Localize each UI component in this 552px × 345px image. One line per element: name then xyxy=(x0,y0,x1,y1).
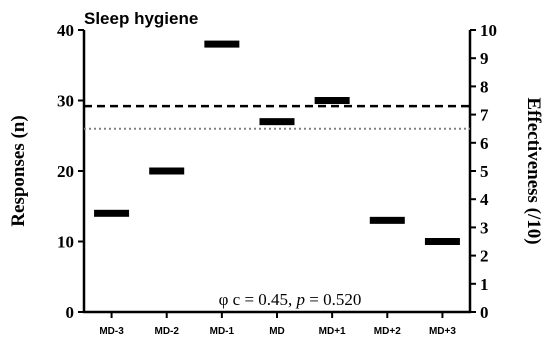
y2-tick-label: 3 xyxy=(480,218,489,237)
stat-annotation: φ c = 0.45, p = 0.520 xyxy=(219,290,362,309)
y2-tick-label: 5 xyxy=(480,162,489,181)
x-tick-label: MD xyxy=(269,326,285,337)
y2-tick-label: 7 xyxy=(480,106,489,125)
chart-title: Sleep hygiene xyxy=(84,9,198,28)
y2-tick-label: 10 xyxy=(480,21,497,40)
y2-tick-label: 2 xyxy=(480,247,489,266)
data-mark xyxy=(94,209,130,217)
y-tick-label: 10 xyxy=(57,233,74,252)
annotation-prefix: φ c = 0.45, xyxy=(219,290,297,309)
x-tick-label: MD-2 xyxy=(154,326,179,337)
y-axis-label: Responses (n) xyxy=(8,115,29,226)
x-tick-label: MD+3 xyxy=(429,326,456,337)
reference-lines xyxy=(84,104,470,130)
y2-tick-label: 9 xyxy=(480,49,489,68)
y-tick-label: 20 xyxy=(57,162,74,181)
annotation-p-symbol: p xyxy=(296,290,306,309)
y2-tick-label: 6 xyxy=(480,134,489,153)
data-mark xyxy=(369,216,405,224)
data-mark xyxy=(204,40,240,48)
annotation-suffix: = 0.520 xyxy=(305,290,361,309)
x-tick-label: MD+2 xyxy=(374,326,401,337)
y-tick-label: 30 xyxy=(57,92,74,111)
axes: 0 10 20 30 40 0 1 2 3 4 5 6 7 8 9 10 MD-3 MD-2 MD-1 MD MD+1 M… xyxy=(57,21,497,337)
y2-axis-label: Effectiveness (/10) xyxy=(523,97,544,244)
x-tick-label: MD-3 xyxy=(99,326,124,337)
x-tick-label: MD-1 xyxy=(210,326,235,337)
data-marks xyxy=(94,40,460,245)
y2-tick-label: 4 xyxy=(480,190,489,209)
data-mark xyxy=(259,118,295,126)
y-tick-label: 0 xyxy=(66,303,75,322)
data-mark xyxy=(424,238,460,245)
data-mark xyxy=(149,167,185,175)
y2-tick-label: 8 xyxy=(480,77,489,96)
data-mark xyxy=(314,97,350,104)
y2-tick-label: 1 xyxy=(480,275,489,294)
x-tick-label: MD+1 xyxy=(319,326,346,337)
y2-tick-label: 0 xyxy=(480,303,489,322)
y-tick-label: 40 xyxy=(57,21,74,40)
